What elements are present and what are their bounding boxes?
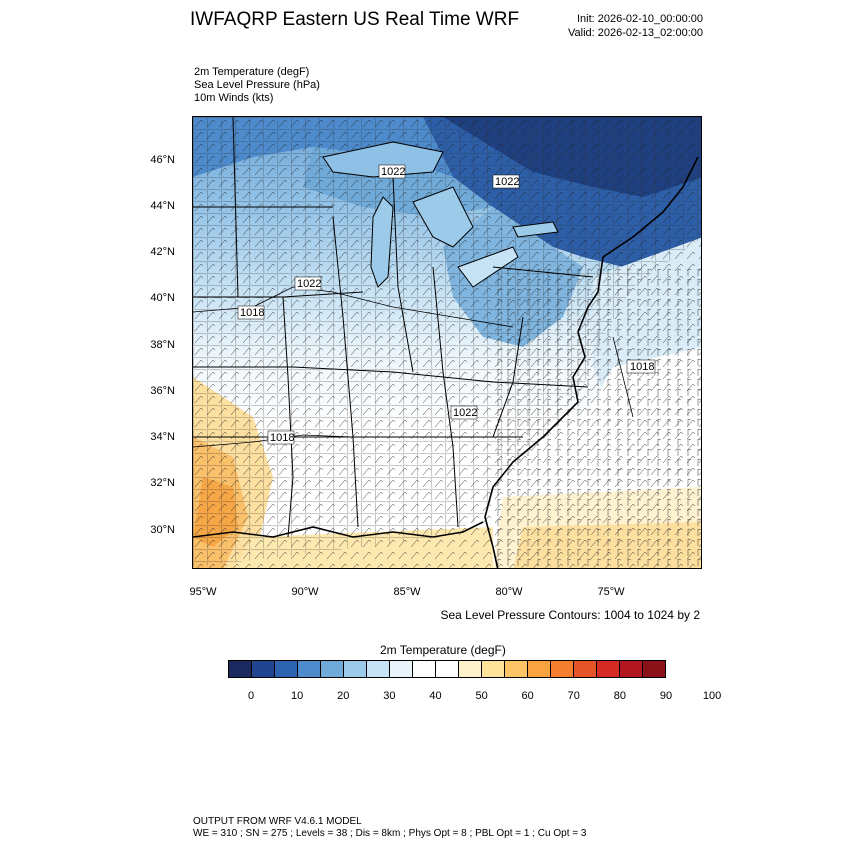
pressure-label-box-3: [294, 276, 322, 291]
colorbar: [228, 660, 666, 678]
colorbar-swatch: [390, 661, 413, 677]
lat-label: 38°N: [150, 339, 175, 351]
field-label-temperature: 2m Temperature (degF): [194, 66, 310, 78]
colorbar-label: 50: [475, 690, 488, 702]
lon-label: 80°W: [495, 586, 523, 598]
pressure-label: 1018: [240, 307, 264, 319]
colorbar-swatch: [597, 661, 620, 677]
lat-label: 34°N: [150, 431, 175, 443]
lat-label: 40°N: [150, 292, 175, 304]
init-time: Init: 2026-02-10_00:00:00: [577, 13, 703, 25]
contour-note: Sea Level Pressure Contours: 1004 to 102…: [440, 608, 701, 622]
colorbar-swatch: [367, 661, 390, 677]
pressure-labels: 1022 1022 1022 1018 1018 1022 1018: [237, 164, 656, 445]
lat-label: 36°N: [150, 385, 175, 397]
lon-label: 75°W: [597, 586, 625, 598]
colorbar-label: 60: [521, 690, 534, 702]
colorbar-label: 30: [383, 690, 396, 702]
colorbar-label: 40: [429, 690, 442, 702]
pressure-label: 1018: [270, 432, 294, 444]
colorbar-label: 90: [659, 690, 673, 702]
pressure-label-box-6: [450, 405, 478, 420]
colorbar-swatch: [620, 661, 643, 677]
colorbar-label: 0: [247, 690, 255, 702]
field-label-winds: 10m Winds (kts): [194, 92, 274, 104]
colorbar-label: 80: [613, 690, 627, 702]
colorbar-swatch: [413, 661, 436, 677]
valid-time: Valid: 2026-02-13_02:00:00: [568, 27, 703, 39]
colorbar-label: 20: [337, 690, 350, 702]
model-params: WE = 310 ; SN = 275 ; Levels = 38 ; Dis …: [193, 828, 587, 839]
pressure-label: 1018: [630, 361, 654, 373]
pressure-label-box-2: [492, 174, 520, 189]
colorbar-swatch: [505, 661, 528, 677]
colorbar-swatch: [643, 661, 665, 677]
colorbar-swatch: [321, 661, 344, 677]
lat-label: 32°N: [150, 477, 175, 489]
pressure-label-box-5: [626, 359, 656, 374]
pressure-label-box-7: [267, 430, 295, 445]
pressure-label-box-1: [378, 164, 406, 179]
colorbar-swatch: [436, 661, 459, 677]
colorbar-swatch: [574, 661, 597, 677]
colorbar-swatch: [482, 661, 505, 677]
colorbar-swatch: [551, 661, 574, 677]
field-label-pressure: Sea Level Pressure (hPa): [194, 79, 320, 91]
pressure-label-box-4: [237, 305, 265, 320]
colorbar-title: 2m Temperature (degF): [380, 643, 506, 657]
lon-label: 90°W: [291, 586, 319, 598]
lon-label: 95°W: [189, 586, 217, 598]
colorbar-label: 10: [291, 690, 304, 702]
pressure-label: 1022: [495, 176, 519, 188]
lon-label: 85°W: [393, 586, 421, 598]
lat-label: 44°N: [150, 200, 175, 212]
plot-title: IWFAQRP Eastern US Real Time WRF: [190, 9, 520, 30]
colorbar-swatch: [229, 661, 252, 677]
colorbar-swatch: [298, 661, 321, 677]
lat-label: 42°N: [150, 246, 175, 258]
pressure-label: 1022: [297, 278, 321, 290]
lat-label: 30°N: [150, 524, 175, 536]
colorbar-label: 70: [567, 690, 580, 702]
colorbar-swatch: [252, 661, 275, 677]
colorbar-swatch: [275, 661, 298, 677]
colorbar-label: 100: [702, 690, 722, 702]
lat-label: 46°N: [150, 154, 175, 166]
colorbar-swatch: [344, 661, 367, 677]
colorbar-swatch: [528, 661, 551, 677]
colorbar-swatch: [459, 661, 482, 677]
pressure-label: 1022: [381, 166, 405, 178]
model-info: OUTPUT FROM WRF V4.6.1 MODEL: [193, 816, 362, 827]
pressure-label: 1022: [453, 407, 477, 419]
weather-map: 1022 1022 1022 1018 1018 1022 1018: [192, 116, 702, 569]
